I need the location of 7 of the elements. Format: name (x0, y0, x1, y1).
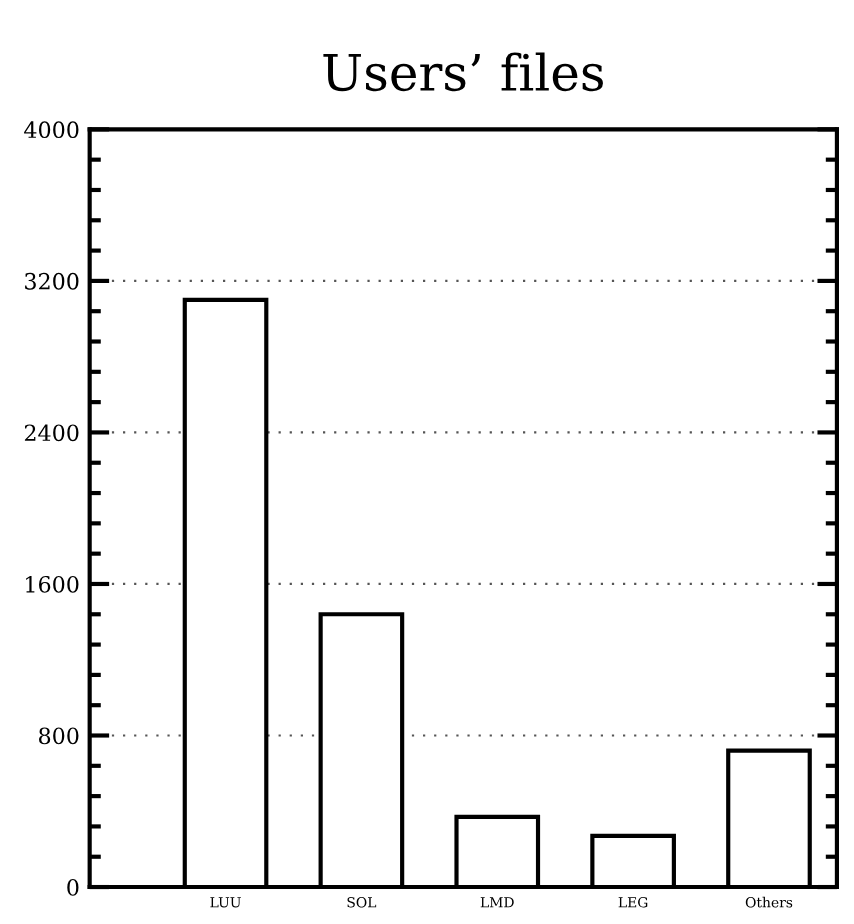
y-tick-label: 1600 (26, 575, 79, 593)
y-tick-label: 0 (67, 878, 79, 896)
y-tick-label: 800 (39, 727, 79, 745)
y-tick-label: 2400 (24, 424, 79, 442)
y-tick-label: 3200 (25, 272, 79, 290)
chart-title: Users’ files (323, 52, 603, 92)
y-tick-label: 4000 (24, 121, 79, 139)
